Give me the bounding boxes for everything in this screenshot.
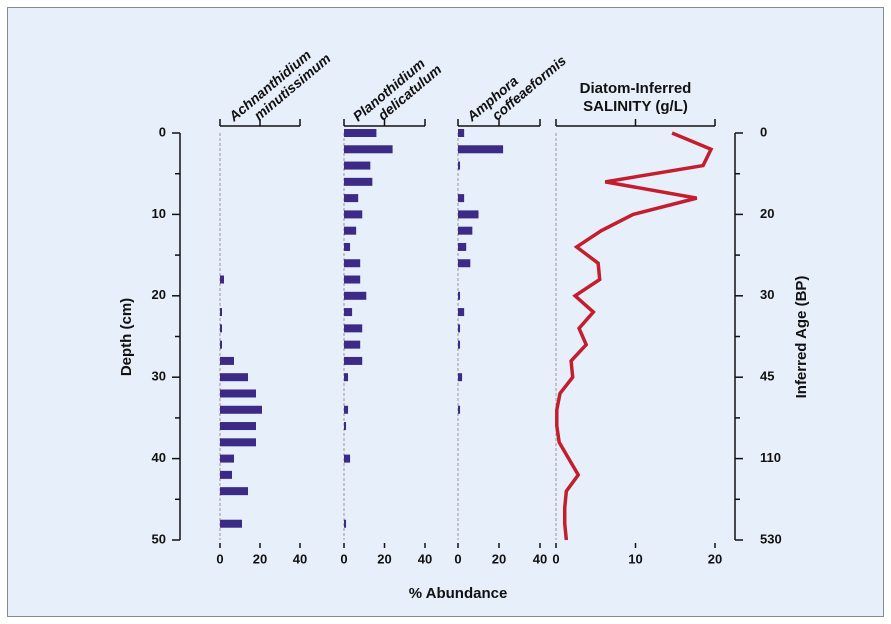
bar: [344, 291, 367, 300]
bar: [458, 161, 461, 170]
bar: [344, 454, 351, 463]
bar: [458, 308, 465, 317]
y-tick-label: 0: [159, 124, 166, 139]
bar: [344, 356, 363, 365]
bar: [220, 487, 248, 496]
bar: [220, 356, 234, 365]
y2-tick-label: 110: [760, 450, 781, 465]
bar: [344, 519, 347, 528]
bar: [344, 226, 357, 235]
bar: [220, 308, 222, 317]
x-tick-label: 40: [293, 551, 307, 566]
x-tick-label: 10: [628, 551, 642, 566]
bar: [344, 194, 359, 203]
y2-tick-label: 0: [760, 124, 767, 139]
bar: [220, 324, 222, 333]
bar: [458, 291, 461, 300]
x-tick-label: 0: [454, 551, 461, 566]
y-tick-label: 10: [152, 206, 166, 221]
y2-tick-label: 530: [760, 531, 782, 546]
bar: [344, 324, 363, 333]
y-tick-label: 30: [152, 369, 166, 384]
x-tick-label: 20: [377, 551, 391, 566]
bar: [220, 340, 222, 349]
bar: [344, 405, 349, 414]
bar: [458, 373, 463, 382]
y2-tick-label: 45: [760, 369, 774, 384]
bar: [344, 373, 349, 382]
bar: [220, 405, 262, 414]
salinity-line: [555, 131, 714, 541]
x-tick-label: 0: [216, 551, 223, 566]
bar: [344, 210, 363, 219]
y2-axis-label: Inferred Age (BP): [793, 276, 810, 399]
y-tick-label: 20: [152, 287, 166, 302]
y-tick-label: 50: [152, 531, 166, 546]
bar: [458, 210, 479, 219]
bar: [220, 454, 234, 463]
bar: [220, 389, 256, 398]
x-tick-label: 20: [492, 551, 506, 566]
background: [7, 7, 884, 617]
y-axis-label: Depth (cm): [118, 298, 135, 376]
bar: [344, 422, 347, 431]
y2-tick-label: 20: [760, 206, 774, 221]
y-tick-label: 40: [152, 450, 166, 465]
bar: [220, 438, 256, 447]
bar: [458, 129, 465, 137]
bar: [344, 177, 373, 186]
bar: [344, 129, 377, 137]
bar: [458, 324, 461, 333]
bar: [220, 422, 256, 431]
bar: [458, 226, 473, 235]
x-tick-label: 20: [253, 551, 267, 566]
bar: [458, 194, 465, 203]
x-tick-label: 40: [418, 551, 432, 566]
bar: [458, 340, 461, 349]
panel-name: Diatom-Inferred: [580, 80, 692, 97]
bar: [220, 275, 224, 284]
x-tick-label: 20: [708, 551, 722, 566]
x-axis-label: % Abundance: [409, 585, 508, 602]
x-tick-label: 0: [552, 551, 559, 566]
bar: [458, 242, 467, 251]
bar: [220, 373, 248, 382]
bar: [344, 340, 361, 349]
x-tick-label: 0: [340, 551, 347, 566]
y2-tick-label: 30: [760, 287, 774, 302]
panel-name: SALINITY (g/L): [583, 98, 688, 115]
bar: [458, 145, 504, 154]
bar: [344, 308, 353, 317]
bar: [344, 259, 361, 268]
bar: [344, 161, 371, 170]
bar: [344, 145, 393, 154]
bar: [344, 275, 361, 284]
bar: [220, 519, 242, 528]
bar: [344, 242, 351, 251]
bar: [220, 470, 232, 479]
x-tick-label: 40: [533, 551, 547, 566]
bar: [458, 259, 471, 268]
bar: [458, 405, 461, 414]
